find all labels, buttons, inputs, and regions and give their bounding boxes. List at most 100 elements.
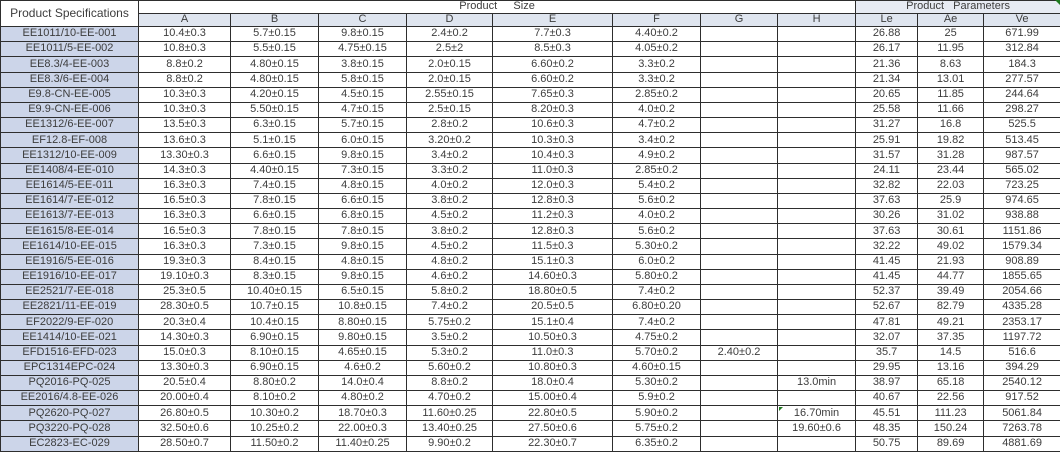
- cell-D: 7.4±0.2: [406, 299, 493, 316]
- cell-F: 5.30±0.2: [612, 374, 701, 392]
- cell-H: [776, 314, 857, 331]
- cell-F: 3.3±0.2: [612, 56, 701, 73]
- cell-Ve: 1197.72: [983, 329, 1060, 346]
- cell-D: 5.3±0.2: [406, 344, 493, 361]
- cell-H: [776, 299, 857, 316]
- cell-Le: 31.57: [855, 147, 919, 164]
- col-header-e: E: [492, 13, 613, 27]
- cell-Le: 26.17: [855, 41, 919, 58]
- cell-F: 5.75±0.2: [612, 420, 701, 437]
- cell-E: 10.80±0.3: [492, 359, 613, 376]
- cell-D: 2.0±0.15: [406, 71, 493, 88]
- cell-Ve: 394.29: [983, 359, 1060, 376]
- cell-Ve: 2540.12: [983, 374, 1060, 392]
- cell-H: [776, 435, 857, 452]
- cell-C: 4.75±0.15: [318, 41, 407, 58]
- cell-A: 19.3±0.3: [138, 253, 231, 270]
- cell-G: [700, 162, 778, 179]
- row-spec-label: EE1615/8-EE-014: [0, 223, 139, 240]
- column-label-row: A B C D E F G H Le Ae Ve: [1, 13, 1060, 27]
- cell-E: 8.5±0.3: [492, 41, 613, 58]
- cell-G: [700, 314, 778, 331]
- col-header-ve: Ve: [983, 13, 1060, 27]
- table-row: EE1011/5-EE-002 10.8±0.3 5.5±0.15 4.75±0.15…: [0, 41, 1060, 58]
- cell-A: 13.30±0.3: [138, 147, 231, 164]
- row-spec-label: EE1011/5-EE-002: [0, 41, 139, 58]
- cell-B: 4.40±0.15: [230, 162, 319, 179]
- cell-Le: 24.11: [855, 162, 919, 179]
- table-row: E9.9-CN-EE-006 10.3±0.3 5.50±0.15 4.7±0.15 2…: [0, 101, 1060, 119]
- row-spec-label: EE1408/4-EE-010: [0, 162, 139, 179]
- cell-A: 19.10±0.3: [138, 268, 231, 285]
- cell-A: 13.30±0.3: [138, 359, 231, 376]
- cell-E: 15.1±0.3: [492, 253, 613, 270]
- cell-F: 4.0±0.2: [612, 101, 701, 119]
- cell-D: 3.5±0.2: [406, 329, 493, 346]
- cell-D: 11.60±0.25: [406, 405, 493, 422]
- cell-Ae: 22.03: [917, 177, 985, 194]
- cell-Ve: 938.88: [983, 208, 1060, 225]
- cell-F: 5.30±0.2: [612, 238, 701, 255]
- cell-G: [700, 283, 778, 301]
- cell-B: 5.1±0.15: [230, 132, 319, 149]
- size-group-header: Product Size: [137, 0, 857, 14]
- cell-C: 11.40±0.25: [318, 435, 407, 452]
- cell-Le: 41.45: [855, 253, 919, 270]
- row-spec-label: E9.8-CN-EE-005: [0, 86, 139, 103]
- cell-Ae: 8.63: [917, 56, 985, 73]
- cell-A: 16.5±0.3: [138, 223, 231, 240]
- cell-F: 4.9±0.2: [612, 147, 701, 164]
- cell-C: 5.8±0.15: [318, 71, 407, 88]
- cell-G: [700, 117, 778, 134]
- cell-D: 13.40±0.25: [406, 420, 493, 437]
- cell-E: 27.50±0.6: [492, 420, 613, 437]
- cell-A: 10.3±0.3: [138, 86, 231, 103]
- cell-H: [776, 162, 857, 179]
- cell-B: 6.90±0.15: [230, 359, 319, 376]
- cell-C: 9.8±0.15: [318, 238, 407, 255]
- cell-B: 8.4±0.15: [230, 253, 319, 270]
- cell-Ve: 908.89: [983, 253, 1060, 270]
- row-spec-label: EE1916/10-EE-017: [0, 268, 139, 285]
- cell-H: [776, 223, 857, 240]
- cell-Le: 52.67: [855, 299, 919, 316]
- col-header-le: Le: [855, 13, 919, 27]
- cell-E: 15.1±0.4: [492, 314, 613, 331]
- cell-F: 4.40±0.2: [612, 25, 701, 43]
- cell-F: 7.4±0.2: [612, 283, 701, 301]
- cell-G: [700, 238, 778, 255]
- cell-Ve: 2054.66: [983, 283, 1060, 301]
- cell-E: 14.60±0.3: [492, 268, 613, 285]
- cell-Le: 21.34: [855, 71, 919, 88]
- header-group-row: Product Specifications Product Size Prod…: [0, 0, 1060, 27]
- cell-Le: 48.35: [855, 420, 919, 437]
- cell-Ve: 974.65: [983, 192, 1060, 210]
- col-header-ae: Ae: [917, 13, 985, 27]
- cell-E: 12.8±0.3: [492, 223, 613, 240]
- cell-A: 8.8±0.2: [138, 71, 231, 88]
- cell-F: 4.05±0.2: [612, 41, 701, 58]
- cell-E: 7.7±0.3: [492, 25, 613, 43]
- cell-G: [700, 253, 778, 270]
- cell-Ve: 525.5: [983, 117, 1060, 134]
- cell-G: [700, 25, 778, 43]
- col-header-f: F: [612, 13, 701, 27]
- table-row: EE1916/5-EE-016 19.3±0.3 8.4±0.15 4.8±0.15 4…: [0, 253, 1060, 270]
- row-spec-label: EE1613/7-EE-013: [0, 208, 139, 225]
- cell-Ve: 987.57: [983, 147, 1060, 164]
- cell-G: [700, 299, 778, 316]
- cell-Ae: 11.95: [917, 41, 985, 58]
- cell-Le: 38.97: [855, 374, 919, 392]
- cell-C: 4.65±0.15: [318, 344, 407, 361]
- cell-E: 11.0±0.3: [492, 162, 613, 179]
- cell-F: 2.85±0.2: [612, 86, 701, 103]
- cell-Ae: 11.66: [917, 101, 985, 119]
- cell-F: 2.85±0.2: [612, 162, 701, 179]
- cell-H: 16.70min: [776, 405, 857, 422]
- cell-G: [700, 132, 778, 149]
- table-row: E9.8-CN-EE-005 10.3±0.3 4.20±0.15 4.5±0.15 2…: [0, 86, 1060, 103]
- cell-A: 32.50±0.6: [138, 420, 231, 437]
- col-header-h: H: [776, 13, 857, 27]
- cell-H: 19.60±0.6: [776, 420, 857, 437]
- cell-E: 8.20±0.3: [492, 101, 613, 119]
